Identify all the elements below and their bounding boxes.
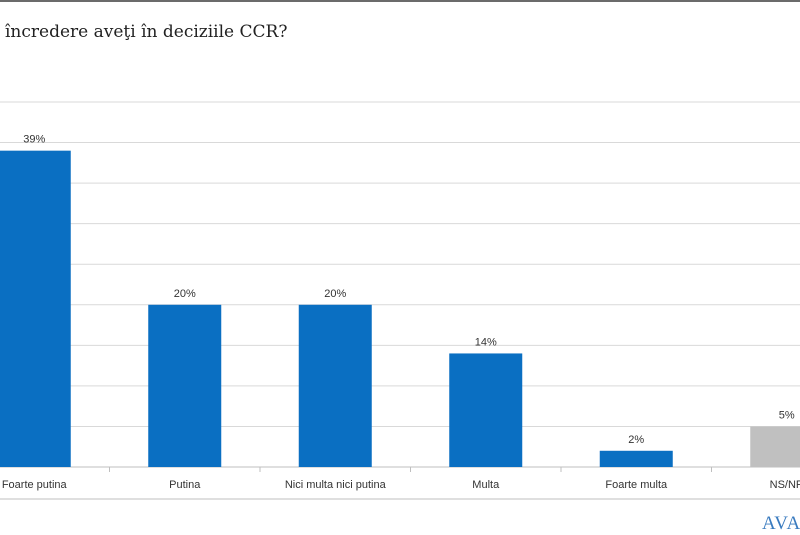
x-tick-label: Nici multa nici putina [285, 479, 387, 491]
bar-4 [599, 450, 673, 467]
x-tick-label: NS/NR [770, 479, 800, 491]
data-label: 14% [475, 336, 497, 348]
top-border [0, 0, 800, 2]
bar-3 [449, 353, 523, 467]
chart-title: încredere aveţi în deciziile CCR? [5, 22, 288, 42]
x-tick-label: Foarte putina [2, 479, 68, 491]
data-label: 20% [324, 288, 346, 300]
bar-0 [0, 150, 71, 467]
data-label: 5% [779, 409, 795, 421]
bar-2 [298, 304, 372, 467]
x-tick-label: Foarte multa [605, 479, 668, 491]
data-label: 20% [174, 288, 196, 300]
bar-1 [148, 304, 222, 467]
x-tick-label: Putina [169, 479, 201, 491]
data-label: 2% [628, 434, 644, 446]
x-tick-label: Multa [472, 479, 500, 491]
brand-logo: AVAN [762, 513, 800, 534]
data-label: 39% [23, 134, 45, 146]
bar-5 [750, 426, 800, 467]
